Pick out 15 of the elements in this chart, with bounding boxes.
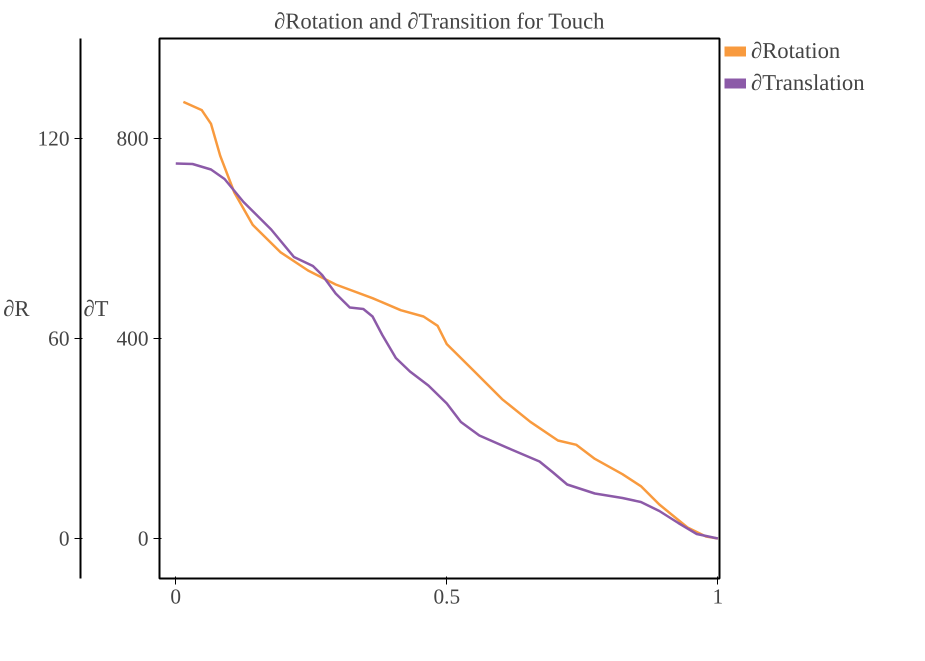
- y-axis-title: ∂T: [83, 296, 109, 321]
- x-tick-label: 0: [170, 584, 182, 608]
- y2-tick-label: 60: [48, 326, 70, 350]
- x-tick-label: 0.5: [433, 584, 460, 608]
- y2-tick-label: 120: [38, 126, 70, 150]
- legend-label: ∂Rotation: [751, 38, 840, 64]
- x-tick-label: 1: [712, 584, 724, 608]
- legend-label: ∂Translation: [751, 70, 865, 96]
- y-tick-label: 400: [116, 326, 149, 350]
- line-series: [174, 162, 720, 540]
- y-tick-label: 800: [116, 126, 149, 150]
- y2-axis-title: ∂R: [3, 296, 30, 321]
- y2-tick-label: 0: [58, 526, 70, 550]
- chart-title: ∂Rotation and ∂Transition for Touch: [274, 8, 606, 34]
- y-tick-label: 0: [138, 526, 149, 550]
